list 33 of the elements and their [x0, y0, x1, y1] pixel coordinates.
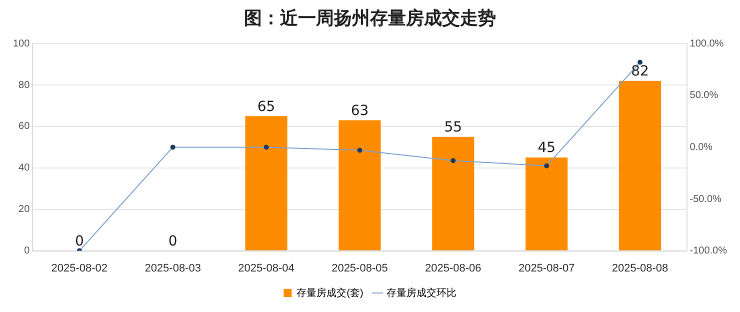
data-label: 0	[74, 233, 84, 250]
data-label: 55	[444, 119, 462, 136]
bar	[526, 158, 568, 250]
legend-label: 存量房成交(套)	[296, 286, 364, 299]
legend-label: 存量房成交环比	[386, 286, 456, 299]
y-tick-label: 100	[12, 38, 30, 50]
x-tick-label: 2025-08-06	[425, 262, 482, 274]
y2-tick-label: 0.0%	[690, 142, 713, 153]
data-label: 45	[538, 140, 556, 156]
x-tick-label: 2025-08-05	[332, 262, 388, 274]
x-tick-label: 2025-08-07	[518, 262, 575, 274]
y-tick-label: 60	[18, 121, 30, 132]
bar	[432, 136, 474, 250]
y-tick-label: 80	[18, 80, 30, 91]
bar	[245, 116, 288, 250]
data-label: 0	[168, 233, 178, 250]
bar	[338, 120, 381, 250]
y-tick-label: 40	[18, 162, 30, 174]
x-tick-label: 2025-08-04	[238, 262, 294, 274]
x-tick-label: 2025-08-02	[51, 262, 108, 274]
y-tick-label: 0	[24, 246, 30, 257]
data-label: 65	[257, 98, 276, 115]
y2-tick-label: -50.0%	[690, 194, 722, 205]
data-label: 82	[631, 64, 649, 80]
chart-title: 图：近一周扬州存量房成交走势	[244, 8, 496, 28]
y2-tick-label: 50.0%	[690, 90, 718, 102]
x-tick-label: 2025-08-08	[612, 262, 668, 274]
y2-tick-label: -100.0%	[690, 246, 728, 257]
x-tick-label: 2025-08-03	[144, 262, 201, 274]
bar	[619, 80, 662, 250]
y2-tick-label: 100.0%	[690, 38, 724, 50]
y-tick-label: 20	[18, 204, 30, 216]
data-label: 63	[350, 102, 369, 119]
